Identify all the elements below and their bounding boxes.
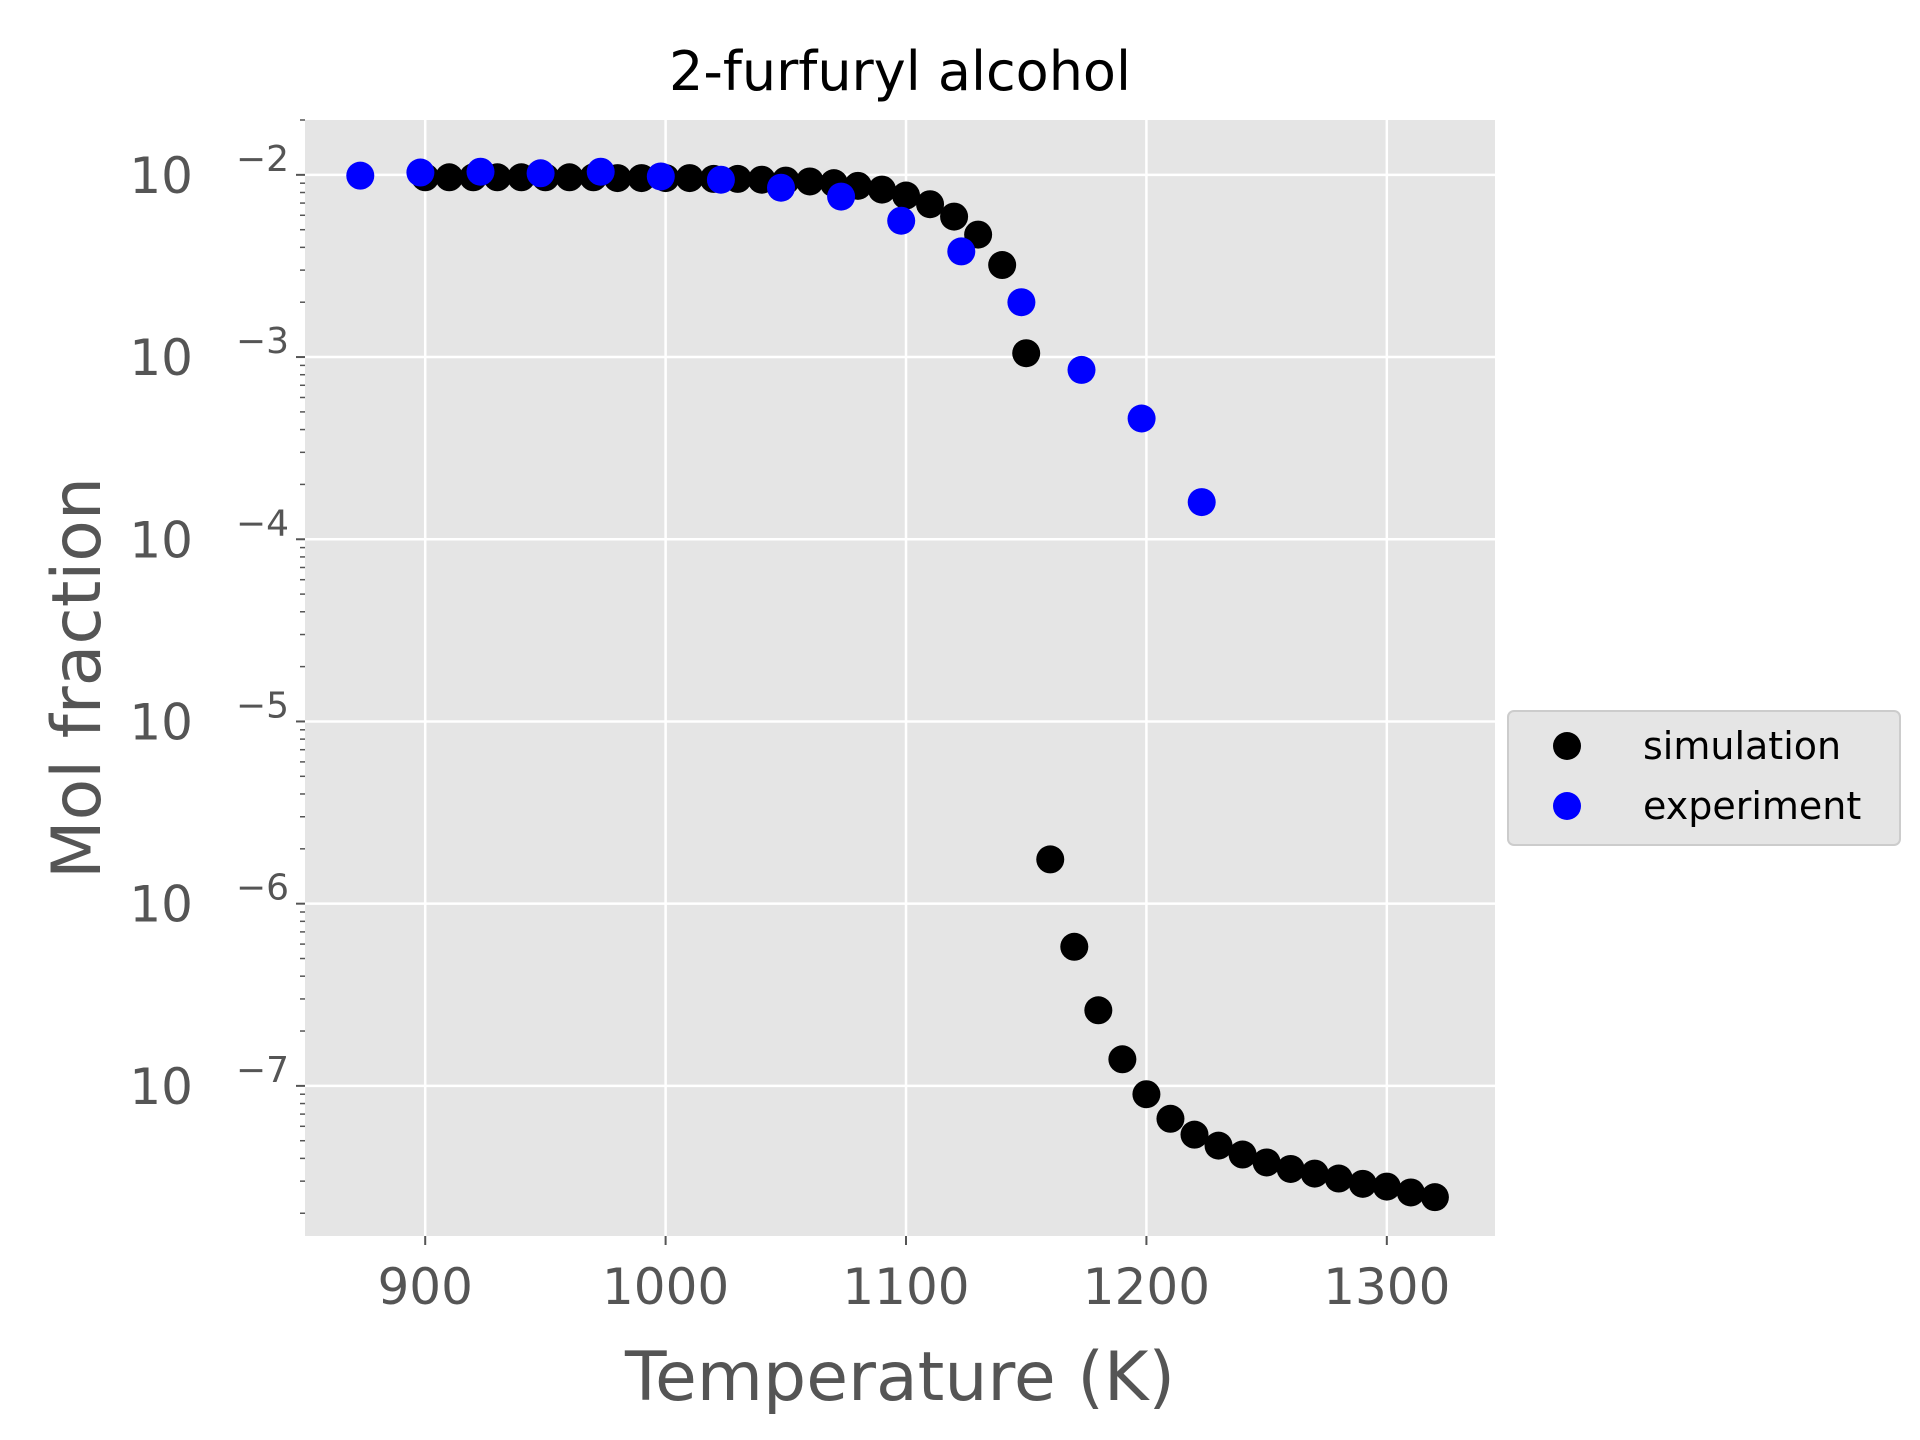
simulation-point: [1156, 1104, 1185, 1133]
experiment-point: [1067, 355, 1096, 384]
simulation-point: [555, 163, 584, 192]
legend-label-simulation: simulation: [1643, 724, 1841, 768]
y-tick-label: 10 −6: [129, 868, 289, 934]
series-layer: [346, 157, 1449, 1212]
y-tick-label: 10 −4: [129, 503, 289, 569]
simulation-point: [1372, 1172, 1401, 1201]
simulation-point: [1300, 1159, 1329, 1188]
simulation-point: [1108, 1045, 1137, 1074]
simulation-point: [1396, 1178, 1425, 1207]
experiment-point: [1127, 404, 1156, 433]
x-tick-label: 900: [377, 1258, 472, 1316]
legend-label-experiment: experiment: [1643, 784, 1861, 828]
simulation-point: [1324, 1164, 1353, 1193]
y-tick-label: 10 −7: [129, 1050, 289, 1116]
x-tick-label: 1100: [842, 1258, 969, 1316]
simulation-point: [795, 167, 824, 196]
y-axis-label: Mol fraction: [38, 477, 117, 879]
experiment-point: [827, 182, 856, 211]
y-tick-label: 10 −3: [129, 321, 289, 387]
simulation-point: [1180, 1120, 1209, 1149]
experiment-point: [586, 157, 615, 186]
experiment-point: [706, 165, 735, 194]
legend: simulation experiment: [1507, 710, 1901, 846]
y-tick-exponent: −5: [236, 685, 289, 726]
simulation-point: [1252, 1148, 1281, 1177]
y-tick-labels: 10 −2 10 −3 10 −4 10 −5 10 −6 10 −7: [129, 139, 305, 1116]
experiment-point: [1007, 288, 1036, 317]
x-tick-label: 1000: [602, 1258, 729, 1316]
experiment-point: [646, 162, 675, 191]
y-tick-exponent: −4: [236, 503, 289, 544]
simulation-point: [1060, 932, 1089, 961]
simulation-point: [1132, 1080, 1161, 1109]
simulation-point: [1420, 1183, 1449, 1212]
experiment-point: [526, 159, 555, 188]
y-tick-base: 10: [129, 329, 193, 387]
experiment-point: [887, 206, 916, 235]
experiment-point: [947, 237, 976, 266]
minor-ticks: [300, 119, 305, 1214]
simulation-point: [1012, 339, 1041, 368]
simulation-point: [1036, 845, 1065, 874]
chart-title: 2-furfuryl alcohol: [669, 40, 1131, 103]
simulation-point: [1276, 1154, 1305, 1183]
legend-marker-experiment: [1553, 792, 1581, 820]
x-tick-labels: 900 1000 1100 1200 1300: [377, 1236, 1450, 1316]
y-tick-label: 10 −2: [129, 139, 289, 205]
y-tick-exponent: −2: [236, 139, 289, 180]
y-tick-exponent: −3: [236, 321, 289, 362]
y-tick-label: 10 −5: [129, 685, 289, 751]
experiment-point: [1187, 488, 1216, 517]
y-tick-base: 10: [129, 511, 193, 569]
legend-box: [1507, 710, 1901, 846]
simulation-point: [940, 202, 969, 231]
simulation-point: [1228, 1140, 1257, 1169]
experiment-point: [406, 158, 435, 187]
experiment-point: [466, 157, 495, 186]
x-tick-label: 1300: [1323, 1258, 1450, 1316]
experiment-point: [767, 173, 795, 202]
legend-marker-simulation: [1553, 732, 1581, 760]
simulation-point: [1084, 996, 1113, 1025]
y-tick-exponent: −7: [236, 1050, 289, 1091]
simulation-point: [892, 181, 921, 210]
y-tick-base: 10: [129, 693, 193, 751]
plot-area: [305, 120, 1495, 1236]
y-tick-base: 10: [129, 1058, 193, 1116]
series-experiment: [346, 157, 1216, 517]
y-tick-base: 10: [129, 147, 193, 205]
experiment-point: [346, 161, 375, 190]
x-axis-label: Temperature (K): [624, 1338, 1175, 1417]
simulation-point: [988, 251, 1017, 280]
simulation-point: [675, 164, 704, 193]
simulation-point: [916, 190, 945, 219]
y-tick-exponent: −6: [236, 868, 289, 909]
simulation-point: [435, 163, 464, 192]
simulation-point: [1204, 1131, 1233, 1160]
simulation-point: [1348, 1169, 1377, 1198]
x-tick-label: 1200: [1083, 1258, 1210, 1316]
y-tick-base: 10: [129, 876, 193, 934]
simulation-point: [867, 175, 896, 204]
